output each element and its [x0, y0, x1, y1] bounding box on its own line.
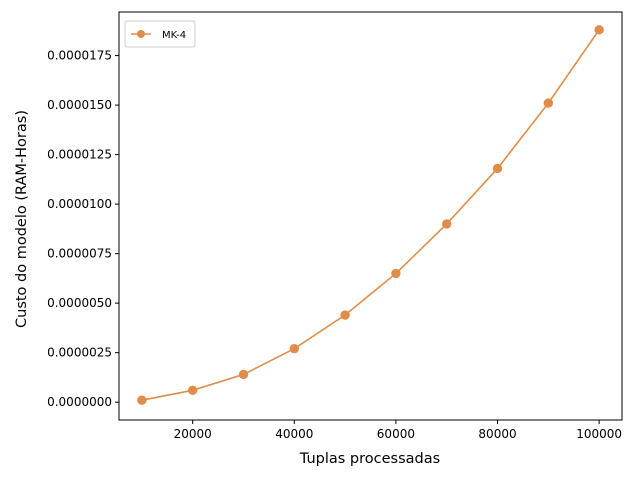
- series-line: [141, 29, 600, 401]
- x-axis-title: Tuplas processadas: [299, 451, 440, 467]
- x-tick-label: 40000: [275, 427, 313, 441]
- x-tick-label: 60000: [377, 427, 415, 441]
- data-point: [187, 385, 198, 395]
- y-tick-label: 0.0000075: [47, 247, 112, 261]
- legend-box: [124, 20, 196, 48]
- legend: MK-4: [124, 20, 196, 48]
- y-tick-label: 0.0000050: [47, 296, 112, 310]
- y-tick-label: 0.0000150: [47, 98, 112, 112]
- data-point: [442, 219, 452, 229]
- legend-marker: [137, 30, 145, 38]
- data-point: [492, 163, 503, 174]
- x-tick-label: 80000: [478, 427, 516, 441]
- legend-label: MK-4: [162, 30, 186, 41]
- y-tick-label: 0.0000000: [47, 395, 112, 409]
- x-tick-label: 100000: [576, 427, 622, 441]
- series-layer: [137, 25, 604, 405]
- data-point: [543, 98, 554, 108]
- data-point: [340, 310, 350, 320]
- data-point: [238, 369, 249, 380]
- data-point: [594, 25, 604, 35]
- y-tick-label: 0.0000025: [47, 346, 112, 360]
- x-tick-label: 20000: [174, 427, 212, 441]
- y-tick-label: 0.0000125: [47, 148, 112, 162]
- axes: 20000 40000 60000 80000 100000 0.0000000 0.000…: [47, 11, 623, 441]
- plot-frame: [118, 11, 623, 421]
- y-tick-label: 0.0000175: [47, 49, 112, 63]
- data-point: [289, 343, 299, 354]
- data-point: [137, 395, 147, 405]
- y-tick-label: 0.0000100: [47, 197, 112, 211]
- data-point: [391, 268, 401, 279]
- y-axis-title: Custo do modelo (RAM-Horas): [14, 110, 30, 328]
